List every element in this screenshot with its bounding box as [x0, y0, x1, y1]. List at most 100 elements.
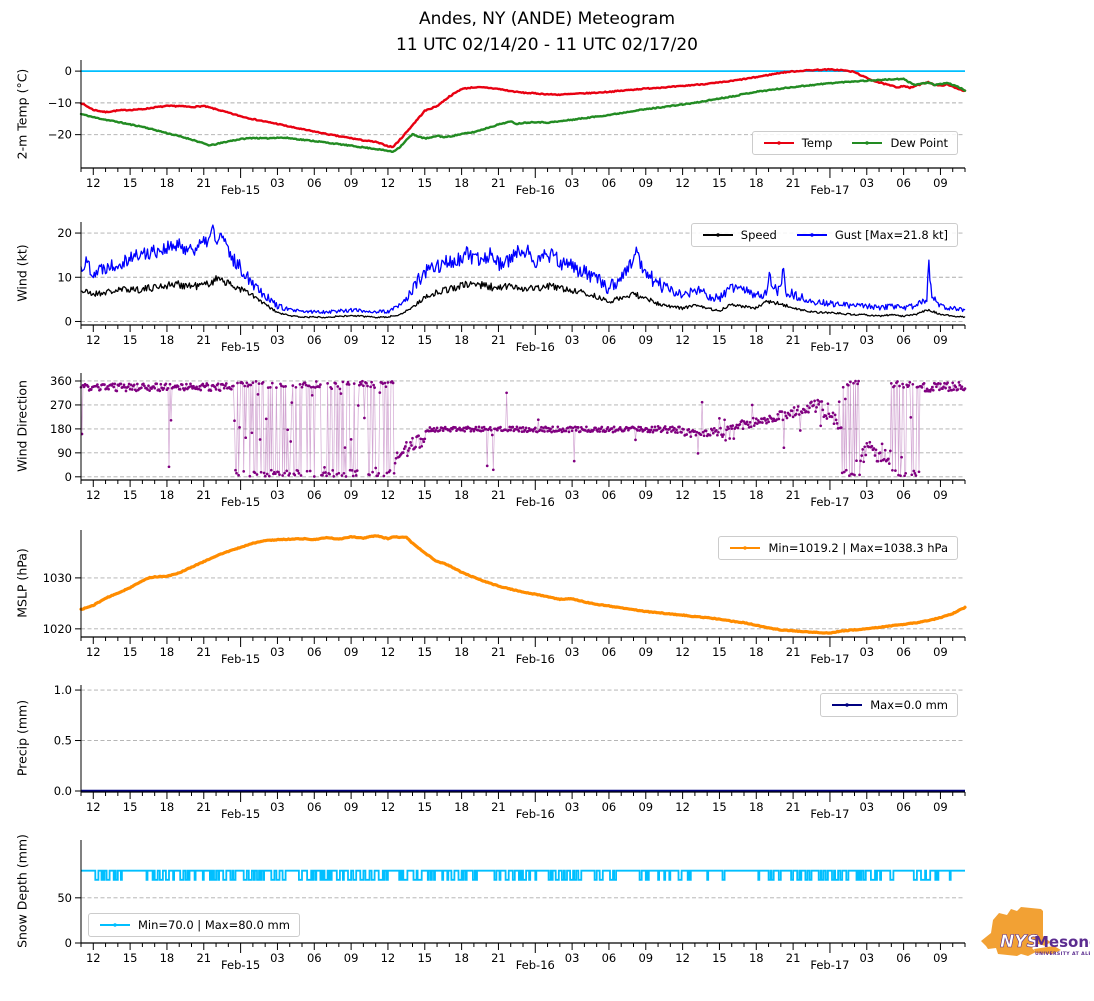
svg-text:Feb-16: Feb-16 [516, 495, 555, 509]
svg-text:09: 09 [638, 951, 653, 965]
svg-text:15: 15 [123, 951, 138, 965]
logo-nys-text: NYS [1000, 932, 1039, 952]
svg-text:03: 03 [565, 488, 580, 502]
svg-text:Feb-17: Feb-17 [810, 495, 849, 509]
svg-text:09: 09 [638, 645, 653, 659]
svg-text:Feb-15: Feb-15 [221, 807, 260, 821]
svg-text:21: 21 [491, 176, 506, 190]
svg-text:0: 0 [65, 470, 72, 484]
svg-text:09: 09 [933, 800, 948, 814]
x-ticks: 12 15 18 21 03 06 09 12 15 18 21 03 06 09 12 15 18 21 03 06… [80, 943, 966, 972]
svg-text:09: 09 [933, 333, 948, 347]
svg-text:Feb-17: Feb-17 [810, 340, 849, 354]
svg-text:03: 03 [270, 645, 285, 659]
svg-text:1020: 1020 [43, 622, 72, 636]
svg-text:03: 03 [565, 800, 580, 814]
logo-mesonet-text: Mesonet [1034, 933, 1090, 951]
svg-text:21: 21 [786, 951, 801, 965]
legend-line-sample [763, 141, 794, 145]
svg-text:Feb-15: Feb-15 [221, 958, 260, 972]
svg-text:12: 12 [675, 800, 690, 814]
svg-text:15: 15 [417, 488, 432, 502]
svg-text:21: 21 [196, 176, 211, 190]
svg-text:03: 03 [270, 176, 285, 190]
y-ticks: 0 50 [57, 891, 81, 950]
y-ticks: 0 10 20 [57, 226, 81, 328]
legend-label: Min=70.0 | Max=80.0 mm [138, 918, 290, 932]
svg-text:06: 06 [896, 645, 911, 659]
ylabel-snowdepth: Snow Depth (mm) [14, 834, 30, 948]
legend-item: Max=0.0 mm [830, 698, 948, 712]
svg-text:03: 03 [859, 645, 874, 659]
svg-text:09: 09 [933, 951, 948, 965]
svg-text:21: 21 [196, 800, 211, 814]
svg-text:12: 12 [381, 488, 396, 502]
svg-text:03: 03 [270, 951, 285, 965]
svg-text:06: 06 [307, 488, 322, 502]
wind-series-gust [80, 224, 966, 315]
svg-text:12: 12 [381, 800, 396, 814]
svg-text:12: 12 [86, 176, 101, 190]
svg-text:06: 06 [896, 176, 911, 190]
svg-text:Feb-17: Feb-17 [810, 183, 849, 197]
svg-text:18: 18 [749, 488, 764, 502]
chart-title: Andes, NY (ANDE) Meteogram 11 UTC 02/14/… [0, 6, 1094, 58]
svg-text:18: 18 [454, 488, 469, 502]
ylabel-mslp: MSLP (hPa) [14, 548, 30, 618]
svg-text:Feb-15: Feb-15 [221, 652, 260, 666]
ylabel-precip: Precip (mm) [14, 699, 30, 777]
y-ticks: 0 90 180 270 360 [50, 374, 81, 484]
svg-text:50: 50 [57, 891, 72, 905]
x-ticks: 12 15 18 21 03 06 09 12 15 18 21 03 06 09 12 15 18 21 03 06… [80, 792, 966, 821]
chart-wind: 0 10 20 12 15 18 21 03 06 09 12 15 18 21 03 06 09 12 15 18 2… [57, 222, 966, 354]
svg-text:1030: 1030 [43, 571, 72, 585]
svg-text:0: 0 [65, 314, 72, 328]
x-ticks: 12 15 18 21 03 06 09 12 15 18 21 03 06 09 12 15 18 21 03 06… [80, 637, 966, 666]
svg-text:−20: −20 [48, 128, 72, 142]
legend-mslp: Min=1019.2 | Max=1038.3 hPa [718, 536, 958, 560]
svg-text:03: 03 [859, 176, 874, 190]
svg-text:06: 06 [896, 800, 911, 814]
svg-text:12: 12 [86, 951, 101, 965]
svg-text:Feb-17: Feb-17 [810, 807, 849, 821]
y-ticks: 0 −10 −20 [48, 64, 81, 142]
svg-text:Feb-16: Feb-16 [516, 958, 555, 972]
svg-text:15: 15 [417, 176, 432, 190]
ylabel-wind: Wind (kt) [14, 244, 30, 302]
legend-line-sample [100, 923, 130, 927]
legend-label: Dew Point [890, 136, 948, 150]
svg-text:12: 12 [86, 333, 101, 347]
legend-line-sample [852, 141, 883, 145]
svg-text:06: 06 [602, 333, 617, 347]
svg-text:270: 270 [50, 398, 72, 412]
svg-text:12: 12 [86, 645, 101, 659]
svg-text:03: 03 [565, 951, 580, 965]
svg-text:12: 12 [381, 951, 396, 965]
svg-text:12: 12 [381, 645, 396, 659]
svg-text:21: 21 [491, 645, 506, 659]
mslp-series-mslp [79, 534, 967, 635]
svg-text:15: 15 [712, 488, 727, 502]
svg-text:15: 15 [417, 951, 432, 965]
legend-precip: Max=0.0 mm [820, 693, 958, 717]
legend-line-sample [796, 233, 827, 237]
svg-text:18: 18 [160, 488, 175, 502]
ny-state-shape [981, 907, 1050, 956]
chart-snow: 0 50 12 15 18 21 03 06 09 12 15 18 21 03 06 09 12 15 18 21 0… [57, 840, 966, 972]
legend-label: Gust [Max=21.8 kt] [834, 228, 948, 242]
svg-text:Feb-16: Feb-16 [516, 340, 555, 354]
svg-text:12: 12 [86, 488, 101, 502]
svg-text:06: 06 [307, 645, 322, 659]
svg-text:09: 09 [638, 488, 653, 502]
svg-text:12: 12 [86, 800, 101, 814]
svg-text:06: 06 [307, 333, 322, 347]
ylabel-winddir: Wind Direction [14, 380, 30, 472]
svg-text:Feb-17: Feb-17 [810, 958, 849, 972]
long-island-shape [1034, 946, 1061, 954]
svg-text:18: 18 [160, 333, 175, 347]
y-ticks: 0.0 0.5 1.0 [54, 683, 81, 798]
svg-text:09: 09 [344, 176, 359, 190]
svg-text:10: 10 [57, 270, 72, 284]
